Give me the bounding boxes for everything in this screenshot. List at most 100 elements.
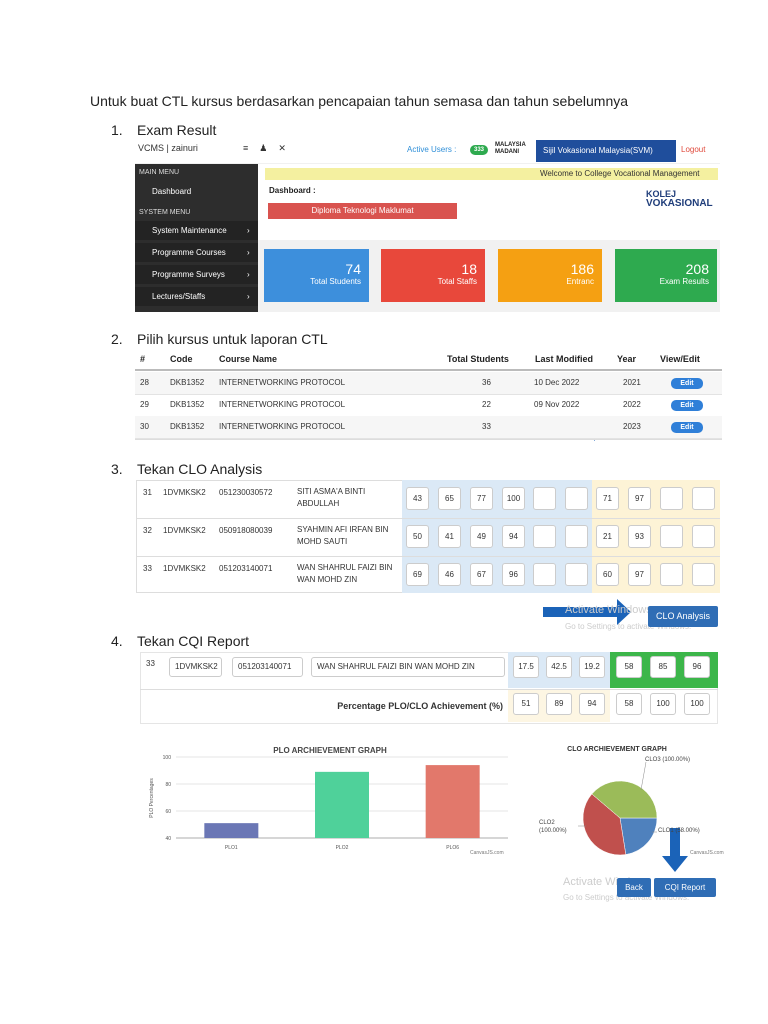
stat-card[interactable] <box>498 249 602 302</box>
clo-analysis-button[interactable]: CLO Analysis <box>648 606 718 627</box>
empty-box <box>565 487 588 510</box>
bar <box>425 765 480 838</box>
empty-box <box>565 525 588 548</box>
menu-band <box>135 265 258 284</box>
x-tick-label: PLO2 <box>336 845 349 851</box>
chart-title: PLO ARCHIEVEMENT GRAPH <box>273 746 387 755</box>
step-title: Tekan CLO Analysis <box>137 461 263 477</box>
edit-button[interactable]: Edit <box>671 400 703 411</box>
menu-item[interactable]: Dashboard <box>152 187 192 196</box>
student-name: SYAHMIN AFI IRFAN BIN MOHD SAUTI <box>297 525 389 546</box>
menu-item[interactable]: Programme Courses <box>152 248 226 257</box>
stat-card[interactable] <box>381 249 485 302</box>
edit-button[interactable]: Edit <box>671 422 703 433</box>
empty-box <box>692 487 715 510</box>
score-box: 100 <box>684 693 710 715</box>
score-box: 67 <box>470 563 493 586</box>
cell: 2023 <box>623 422 641 431</box>
row-rule <box>140 689 718 690</box>
arrow <box>543 607 617 617</box>
arrow <box>617 599 631 625</box>
row-band <box>135 372 722 394</box>
score-box: 21 <box>596 525 619 548</box>
pie-label: CLO2 (100.00%) <box>539 820 567 834</box>
empty-box <box>533 525 556 548</box>
cqi-report-button[interactable]: CQI Report <box>654 878 716 897</box>
column-header: Last Modified <box>535 354 593 364</box>
score-box: 58 <box>616 693 642 715</box>
card-label: Entranc <box>566 277 594 286</box>
card-value: 74 <box>345 261 361 277</box>
plo-zone <box>402 480 592 593</box>
pie-slice <box>619 817 658 855</box>
score-box: 69 <box>406 563 429 586</box>
madani-logo: MALAYSIA MADANI <box>495 142 526 155</box>
step-title: Pilih kursus untuk laporan CTL <box>137 331 328 347</box>
cell: 28 <box>140 378 149 387</box>
step-title: Tekan CQI Report <box>137 633 250 649</box>
score-box: 65 <box>438 487 461 510</box>
row-rule <box>136 518 720 519</box>
back-button[interactable]: Back <box>617 878 651 897</box>
score-box: 43 <box>406 487 429 510</box>
step-number: 2. <box>111 331 123 347</box>
cell: 051203140071 <box>219 564 273 573</box>
watermark: Go to Settings to activate Windows. <box>563 893 690 902</box>
x-tick-label: PLO1 <box>225 845 238 851</box>
y-axis-label: PLO Percentages <box>149 778 155 818</box>
arrow <box>662 856 688 872</box>
score-box: 89 <box>546 693 572 715</box>
cell: 31 <box>143 488 152 497</box>
student-name: WAN SHAHRUL FAIZI BIN WAN MOHD ZIN <box>297 563 393 584</box>
row-rule <box>135 394 722 395</box>
step-number: 4. <box>111 633 123 649</box>
y-tick-label: 60 <box>165 809 171 815</box>
stat-card[interactable] <box>264 249 369 302</box>
score-box: 77 <box>470 487 493 510</box>
y-tick-label: 100 <box>163 755 172 761</box>
menu-item[interactable]: Lectures/Staffs <box>152 292 206 301</box>
cell: 051230030572 <box>219 488 273 497</box>
y-tick-label: 40 <box>165 836 171 842</box>
empty-box <box>660 563 683 586</box>
score-box: 100 <box>502 487 525 510</box>
programme-button[interactable]: Diploma Teknologi Maklumat <box>268 203 457 219</box>
logout[interactable]: Logout <box>681 145 706 154</box>
column-header: Code <box>170 354 193 364</box>
card-label: Total Students <box>310 277 361 286</box>
menu-chevron: › <box>247 270 250 279</box>
menu-band <box>135 243 258 262</box>
welcome: Welcome to College Vocational Management <box>540 169 700 178</box>
stat-card[interactable] <box>615 249 717 302</box>
input-box: WAN SHAHRUL FAIZI BIN WAN MOHD ZIN <box>311 657 505 677</box>
row-band <box>135 416 722 438</box>
cell: INTERNETWORKING PROTOCOL <box>219 400 346 409</box>
score-box: 97 <box>628 563 651 586</box>
step-title: Exam Result <box>137 122 217 138</box>
icons: ≡♟✕ <box>243 143 297 153</box>
cell: 33 <box>482 422 491 431</box>
score-box: 17.5 <box>513 656 539 678</box>
column-header: View/Edit <box>660 354 700 364</box>
row-rule <box>135 438 722 439</box>
edit-button[interactable]: Edit <box>671 378 703 389</box>
input-box: 051203140071 <box>232 657 303 677</box>
score-box: 96 <box>502 563 525 586</box>
pie-leader <box>640 761 647 791</box>
svm-tab[interactable]: Sijil Vokasional Malaysia(SVM) <box>536 140 676 162</box>
card-value: 18 <box>461 261 477 277</box>
score-box: 46 <box>438 563 461 586</box>
menu-chevron: › <box>247 226 250 235</box>
cell: 33 <box>146 659 155 668</box>
menu-item[interactable]: System Maintenance <box>152 226 227 235</box>
menu-item[interactable]: Programme Surveys <box>152 270 225 279</box>
score-box: 96 <box>684 656 710 678</box>
student-name: SITI ASMA'A BINTI ABDULLAH <box>297 487 366 508</box>
score-box: 94 <box>502 525 525 548</box>
cell: INTERNETWORKING PROTOCOL <box>219 378 346 387</box>
column-header: # <box>140 354 146 364</box>
x-tick-label: PLO6 <box>446 845 459 851</box>
cell: 22 <box>482 400 491 409</box>
credit: CanvasJS.com <box>470 850 504 856</box>
